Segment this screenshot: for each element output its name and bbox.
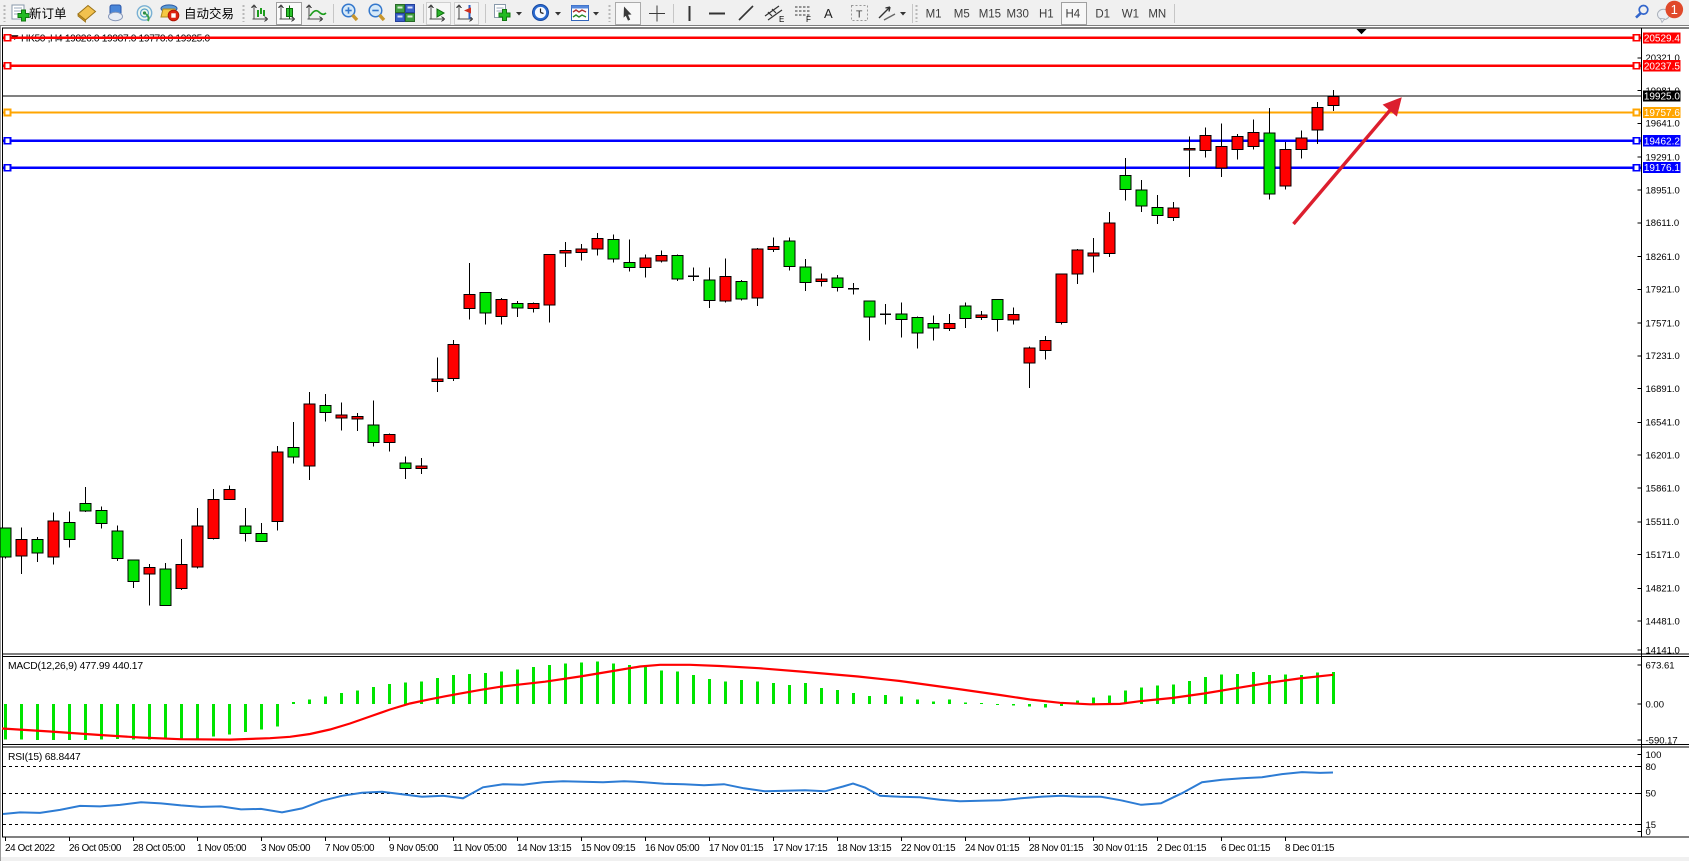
svg-text:16541.0: 16541.0 (1646, 418, 1680, 429)
svg-text:M15: M15 (979, 9, 1001, 21)
svg-text:1: 1 (1671, 2, 1678, 17)
svg-text:M5: M5 (954, 9, 970, 21)
svg-text:20529.4: 20529.4 (1644, 34, 1681, 45)
svg-text:新订单: 新订单 (29, 6, 67, 21)
svg-text:M1: M1 (926, 9, 942, 21)
svg-text:50: 50 (1646, 789, 1657, 800)
svg-text:7 Nov 05:00: 7 Nov 05:00 (325, 843, 375, 854)
svg-text:MACD(12,26,9) 477.99 440.17: MACD(12,26,9) 477.99 440.17 (8, 661, 143, 672)
svg-text:673.61: 673.61 (1646, 660, 1675, 671)
svg-text:14141.0: 14141.0 (1646, 645, 1680, 656)
svg-text:H1: H1 (1039, 9, 1054, 21)
svg-text:MN: MN (1148, 9, 1166, 21)
svg-text:28 Nov 01:15: 28 Nov 01:15 (1029, 843, 1084, 854)
svg-text:0.00: 0.00 (1646, 699, 1665, 710)
svg-text:28 Oct 05:00: 28 Oct 05:00 (133, 843, 186, 854)
svg-text:15171.0: 15171.0 (1646, 550, 1680, 561)
svg-text:80: 80 (1646, 762, 1657, 773)
svg-text:M30: M30 (1007, 9, 1029, 21)
svg-text:T: T (856, 9, 863, 21)
svg-text:1 Nov 05:00: 1 Nov 05:00 (197, 843, 247, 854)
svg-text:11 Nov 05:00: 11 Nov 05:00 (453, 843, 507, 854)
svg-text:22 Nov 01:15: 22 Nov 01:15 (901, 843, 956, 854)
svg-text:16891.0: 16891.0 (1646, 384, 1680, 395)
svg-text:14481.0: 14481.0 (1646, 617, 1680, 628)
svg-text:16201.0: 16201.0 (1646, 451, 1680, 462)
svg-text:19925.0: 19925.0 (1644, 92, 1681, 103)
svg-text:17231.0: 17231.0 (1646, 351, 1680, 362)
svg-text:6 Dec 01:15: 6 Dec 01:15 (1221, 843, 1271, 854)
svg-text:19462.2: 19462.2 (1644, 136, 1681, 147)
svg-text:F: F (806, 15, 811, 24)
svg-text:18951.0: 18951.0 (1646, 185, 1680, 196)
svg-text:14 Nov 13:15: 14 Nov 13:15 (517, 843, 572, 854)
svg-text:26 Oct 05:00: 26 Oct 05:00 (69, 843, 122, 854)
svg-text:8 Dec 01:15: 8 Dec 01:15 (1285, 843, 1335, 854)
svg-text:17921.0: 17921.0 (1646, 285, 1680, 296)
svg-text:15: 15 (1646, 820, 1657, 831)
svg-text:14821.0: 14821.0 (1646, 584, 1680, 595)
svg-text:17571.0: 17571.0 (1646, 318, 1680, 329)
svg-text:18 Nov 13:15: 18 Nov 13:15 (837, 843, 892, 854)
svg-text:17 Nov 17:15: 17 Nov 17:15 (773, 843, 828, 854)
svg-text:D1: D1 (1095, 9, 1110, 21)
svg-text:15861.0: 15861.0 (1646, 483, 1680, 494)
svg-text:30 Nov 01:15: 30 Nov 01:15 (1093, 843, 1148, 854)
svg-text:24 Nov 01:15: 24 Nov 01:15 (965, 843, 1020, 854)
svg-text:0: 0 (1646, 827, 1651, 838)
svg-text:16 Nov 05:00: 16 Nov 05:00 (645, 843, 700, 854)
svg-text:E: E (779, 15, 784, 24)
svg-text:24 Oct 2022: 24 Oct 2022 (5, 843, 55, 854)
svg-text:19176.1: 19176.1 (1644, 163, 1681, 174)
svg-text:-590.17: -590.17 (1646, 735, 1678, 746)
svg-text:17 Nov 01:15: 17 Nov 01:15 (709, 843, 764, 854)
svg-text:9 Nov 05:00: 9 Nov 05:00 (389, 843, 439, 854)
svg-text:A: A (824, 6, 833, 21)
svg-text:20237.5: 20237.5 (1644, 61, 1681, 72)
svg-text:18261.0: 18261.0 (1646, 252, 1680, 263)
svg-text:3 Nov 05:00: 3 Nov 05:00 (261, 843, 311, 854)
svg-text:19641.0: 19641.0 (1646, 119, 1680, 130)
svg-text:19291.0: 19291.0 (1646, 153, 1680, 164)
svg-text:W1: W1 (1122, 9, 1139, 21)
svg-text:RSI(15) 68.8447: RSI(15) 68.8447 (8, 752, 81, 763)
svg-text:19757.6: 19757.6 (1644, 108, 1681, 119)
svg-text:20321.0: 20321.0 (1646, 53, 1680, 64)
svg-text:100: 100 (1646, 750, 1662, 761)
svg-text:15 Nov 09:15: 15 Nov 09:15 (581, 843, 636, 854)
svg-text:H4: H4 (1065, 9, 1080, 21)
svg-text:15511.0: 15511.0 (1646, 517, 1680, 528)
svg-text:2 Dec 01:15: 2 Dec 01:15 (1157, 843, 1207, 854)
svg-text:自动交易: 自动交易 (184, 6, 234, 21)
svg-text:18611.0: 18611.0 (1646, 218, 1680, 229)
